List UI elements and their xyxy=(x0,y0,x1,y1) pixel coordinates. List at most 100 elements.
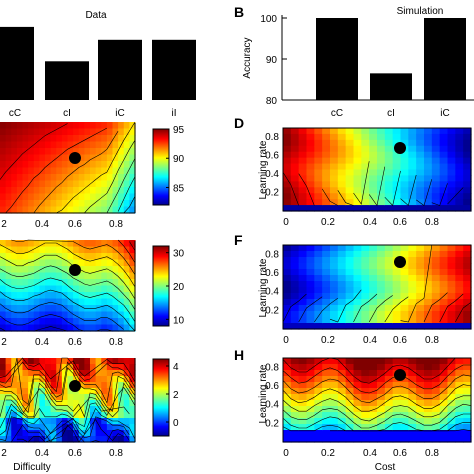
x-tick: 0.4 xyxy=(363,217,377,228)
panel-d-cell xyxy=(353,205,362,212)
panel-e-field xyxy=(0,239,136,332)
y-tick: 0.4 xyxy=(265,400,279,411)
panel-c-cell xyxy=(106,187,114,195)
panel-e-cell xyxy=(78,305,85,313)
panel-f-contour-line xyxy=(384,296,409,323)
panel-h-cell xyxy=(439,418,449,425)
panel-c-cell xyxy=(61,141,69,149)
panel-h-cell xyxy=(314,376,323,383)
panel-g-cell xyxy=(11,382,18,389)
panel-e-cell xyxy=(129,311,136,319)
panel-h-cell xyxy=(290,358,300,365)
panel-f-cell xyxy=(290,305,300,312)
panel-c-cell xyxy=(50,135,57,143)
panel-f-cell xyxy=(353,257,362,264)
panel-e-cell xyxy=(118,259,125,267)
panel-e-cell xyxy=(50,292,57,300)
panel-h-cell xyxy=(353,436,362,443)
panel-h-cell xyxy=(306,358,315,365)
panel-c-cell xyxy=(11,122,18,130)
panel-g-cell xyxy=(112,358,119,365)
panel-c-cell xyxy=(95,148,102,156)
panel-d-cell xyxy=(377,193,386,200)
panel-c-cell xyxy=(118,174,125,182)
panel-e-cell xyxy=(50,324,57,332)
panel-g-cell xyxy=(67,424,74,431)
panel-f-cell xyxy=(424,317,433,324)
panel-h-cell xyxy=(392,364,402,371)
panel-f-cell xyxy=(447,299,456,306)
panel-b-bar-iC xyxy=(424,18,466,100)
panel-a-title: Data xyxy=(85,10,107,21)
panel-g-cell xyxy=(123,400,130,407)
panel-g-cell xyxy=(129,412,136,419)
panel-f-cell xyxy=(455,263,464,270)
panel-f-cell xyxy=(439,257,449,264)
panel-f-cell xyxy=(463,263,472,270)
panel-d-cell xyxy=(283,133,292,141)
panel-c-cell xyxy=(11,206,18,214)
panel-e-cell xyxy=(11,305,18,313)
panel-f-cell xyxy=(306,311,315,318)
panel-c-cell xyxy=(95,141,102,149)
panel-c-cell xyxy=(129,206,136,214)
panel-e-cell xyxy=(16,298,24,306)
panel-c-cell xyxy=(73,135,80,143)
panel-c-cell xyxy=(5,174,12,182)
panel-h-cell xyxy=(408,400,417,407)
panel-c-cell xyxy=(123,148,130,156)
panel-e-cell xyxy=(106,311,114,319)
panel-f-cell xyxy=(322,251,331,258)
panel-f-cell xyxy=(455,281,464,288)
panel-g-cell xyxy=(118,430,125,437)
panel-f-cell xyxy=(337,293,347,300)
panel-g-cell xyxy=(123,436,130,443)
panel-c-cell xyxy=(112,135,119,143)
panel-f-cell xyxy=(369,317,378,324)
panel-d-cell xyxy=(431,128,441,135)
panel-h-contour-line xyxy=(282,384,472,412)
panel-b-y-label: Accuracy xyxy=(242,37,253,78)
panel-e-cell xyxy=(101,246,108,254)
panel-d-cell xyxy=(377,187,386,194)
panel-g-cell xyxy=(16,400,24,407)
panel-g-colorbar: 024 xyxy=(152,358,179,437)
panel-h-cell xyxy=(377,412,386,419)
panel-d-contour-line xyxy=(337,190,354,206)
panel-g-cell xyxy=(5,412,12,419)
panel-d-cell xyxy=(345,205,355,212)
panel-f-cell xyxy=(369,281,378,288)
panel-d-cell xyxy=(290,157,300,165)
colorbar-tick: 90 xyxy=(173,154,185,165)
panel-h-cell xyxy=(306,394,315,401)
panel-e-cell xyxy=(78,266,85,274)
panel-f-cell xyxy=(330,287,339,294)
panel-e-cell xyxy=(5,292,12,300)
panel-h-cell xyxy=(369,358,378,365)
panel-f-cell xyxy=(447,269,456,276)
panel-h-cell xyxy=(455,376,464,383)
panel-b-bar-cI xyxy=(370,73,412,100)
panel-c-cell xyxy=(16,122,24,130)
panel-g-cell xyxy=(118,400,125,407)
panel-g-cell xyxy=(5,358,12,365)
panel-h-cell xyxy=(377,418,386,425)
panel-d-cell xyxy=(314,139,323,147)
panel-h-cell xyxy=(283,430,292,437)
panel-e-cell xyxy=(22,279,29,287)
panel-d-cell xyxy=(447,199,456,206)
panel-f-cell xyxy=(463,281,472,288)
panel-d-cell xyxy=(337,163,347,171)
panel-d-cell xyxy=(439,145,449,153)
panel-c-cell xyxy=(5,200,12,208)
panel-d-cell xyxy=(322,163,331,171)
panel-f-cell xyxy=(330,263,339,270)
y-tick: 0.6 xyxy=(265,151,279,162)
panel-g-cell xyxy=(45,376,52,383)
panel-d-cell xyxy=(400,205,409,212)
panel-c-cell xyxy=(39,154,46,162)
panel-e-cell xyxy=(45,272,52,280)
panel-e-cell xyxy=(0,240,7,248)
panel-g-contour-line xyxy=(0,420,130,443)
panel-e-cell xyxy=(84,279,91,287)
